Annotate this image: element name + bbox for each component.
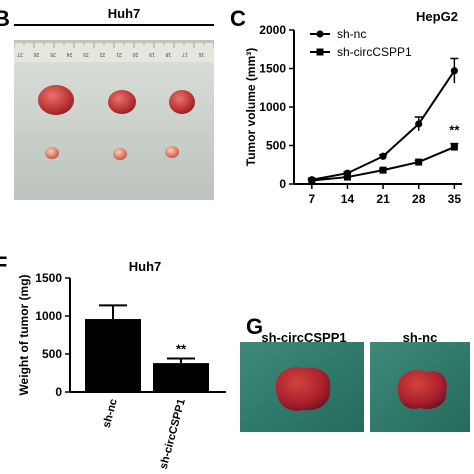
ruler-number: 26 [34,51,40,57]
point-sh-circCSPP1 [450,143,458,151]
ruler-number: 18 [166,51,172,57]
significance-annotation: ** [176,342,187,357]
point-sh-circCSPP1 [379,166,387,174]
chart-title: HepG2 [416,9,458,24]
legend-entry: sh-circCSPP1 [337,45,412,59]
point-sh-nc [379,152,387,160]
tumor-large-3 [169,90,195,114]
ruler-number: 24 [67,51,73,57]
panel-b-title-line [14,24,214,26]
panel-f-letter: F [0,252,8,277]
ruler-number: 17 [182,51,188,57]
y-tick-label: 500 [42,347,62,361]
y-tick-label: 1500 [259,62,286,76]
x-tick-label: 28 [412,192,426,206]
legend-marker [316,30,324,38]
y-tick-label: 0 [55,385,62,399]
tumor-volume-chart: HepG2 0 500 1000 1500 2000 7 14 21 28 35 Tumor volu… [244,9,462,206]
ruler-number: 19 [149,51,155,57]
tissue-tumor-left [275,366,331,411]
chart-title: Huh7 [129,259,162,274]
bar-sh-nc [85,319,141,392]
tissue-photo-sh-circCSPP1 [240,342,364,432]
category-label: sh-circCSPP1 [158,398,188,471]
ruler-number: 21 [116,51,122,57]
panel-g-label-left: sh-circCSPP1 [261,330,347,345]
y-tick-label: 1500 [35,271,62,285]
y-tick-label: 500 [266,139,286,153]
ruler-ticks [14,40,214,48]
point-sh-circCSPP1 [308,177,316,185]
y-tick-label: 1000 [35,309,62,323]
tumor-small-3 [165,146,179,158]
y-tick-label: 0 [279,177,286,191]
panel-b-title: Huh7 [107,6,141,21]
tumor-large-2 [108,90,136,114]
y-axis-label: Tumor volume (mm³) [244,48,258,166]
legend-entry: sh-nc [337,27,366,41]
ruler-number: 22 [100,51,106,57]
tumor-small-1 [45,147,59,159]
tissue-photo-left-svg [240,342,364,432]
point-sh-circCSPP1 [343,173,351,181]
tissue-tumor-right [397,370,447,410]
tumor-small-2 [113,148,127,160]
x-tick-label: 35 [448,192,462,206]
series-line-sh-nc [311,70,456,181]
ruler [14,40,214,62]
panel-g-label-right: sh-nc [402,330,438,345]
tumor-photo-huh7: 27 26 25 24 23 22 21 20 19 18 17 16 [14,40,214,200]
tumor-weight-chart: Huh7 0 500 1000 1500 Weight of tumor (mg) sh-n… [17,259,226,471]
ruler-number: 25 [50,51,56,57]
ruler-numbers: 27 26 25 24 23 22 21 20 19 18 17 16 [17,51,204,57]
point-sh-nc [415,120,423,128]
panel-g-letter: G [246,314,264,339]
point-sh-nc [450,67,458,75]
ruler-number: 23 [83,51,89,57]
bar-sh-circCSPP1 [153,363,209,392]
y-tick-label: 1000 [259,100,286,114]
ruler-number: 27 [17,51,23,57]
panel-b-letter: B [0,6,10,31]
legend-marker [316,48,324,56]
y-axis-label: Weight of tumor (mg) [17,274,31,395]
point-sh-circCSPP1 [415,158,423,166]
tissue-photo-sh-nc [370,342,470,432]
x-tick-label: 21 [376,192,390,206]
ruler-number: 16 [199,51,205,57]
x-tick-label: 7 [308,192,315,206]
tumor-photo-svg: 27 26 25 24 23 22 21 20 19 18 17 16 [14,40,214,200]
x-tick-label: 14 [341,192,355,206]
tumor-large-1 [38,85,74,115]
tissue-photo-right-svg [370,342,470,432]
ruler-number: 20 [133,51,139,57]
panel-c-letter: C [230,6,246,31]
significance-annotation: ** [449,123,460,138]
y-tick-label: 2000 [259,23,286,37]
category-label: sh-nc [101,398,120,429]
